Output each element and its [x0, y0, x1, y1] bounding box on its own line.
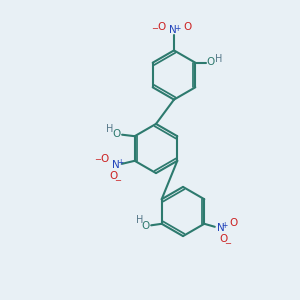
Text: O: O — [229, 218, 238, 228]
Text: H: H — [106, 124, 114, 134]
Text: O: O — [158, 22, 166, 32]
Text: −: − — [114, 176, 121, 185]
Text: O: O — [219, 234, 227, 244]
Text: −: − — [94, 155, 101, 164]
Text: N: N — [169, 25, 177, 35]
Text: N: N — [112, 160, 120, 170]
Text: +: + — [117, 158, 123, 167]
Text: −: − — [224, 239, 231, 248]
Text: H: H — [136, 215, 143, 225]
Text: +: + — [221, 221, 228, 230]
Text: O: O — [100, 154, 109, 164]
Text: −: − — [151, 24, 158, 33]
Text: O: O — [207, 57, 215, 67]
Text: +: + — [174, 24, 181, 33]
Text: N: N — [217, 223, 225, 233]
Text: O: O — [141, 221, 149, 231]
Text: O: O — [183, 22, 192, 32]
Text: O: O — [109, 171, 117, 181]
Text: H: H — [215, 54, 222, 64]
Text: O: O — [112, 129, 120, 139]
